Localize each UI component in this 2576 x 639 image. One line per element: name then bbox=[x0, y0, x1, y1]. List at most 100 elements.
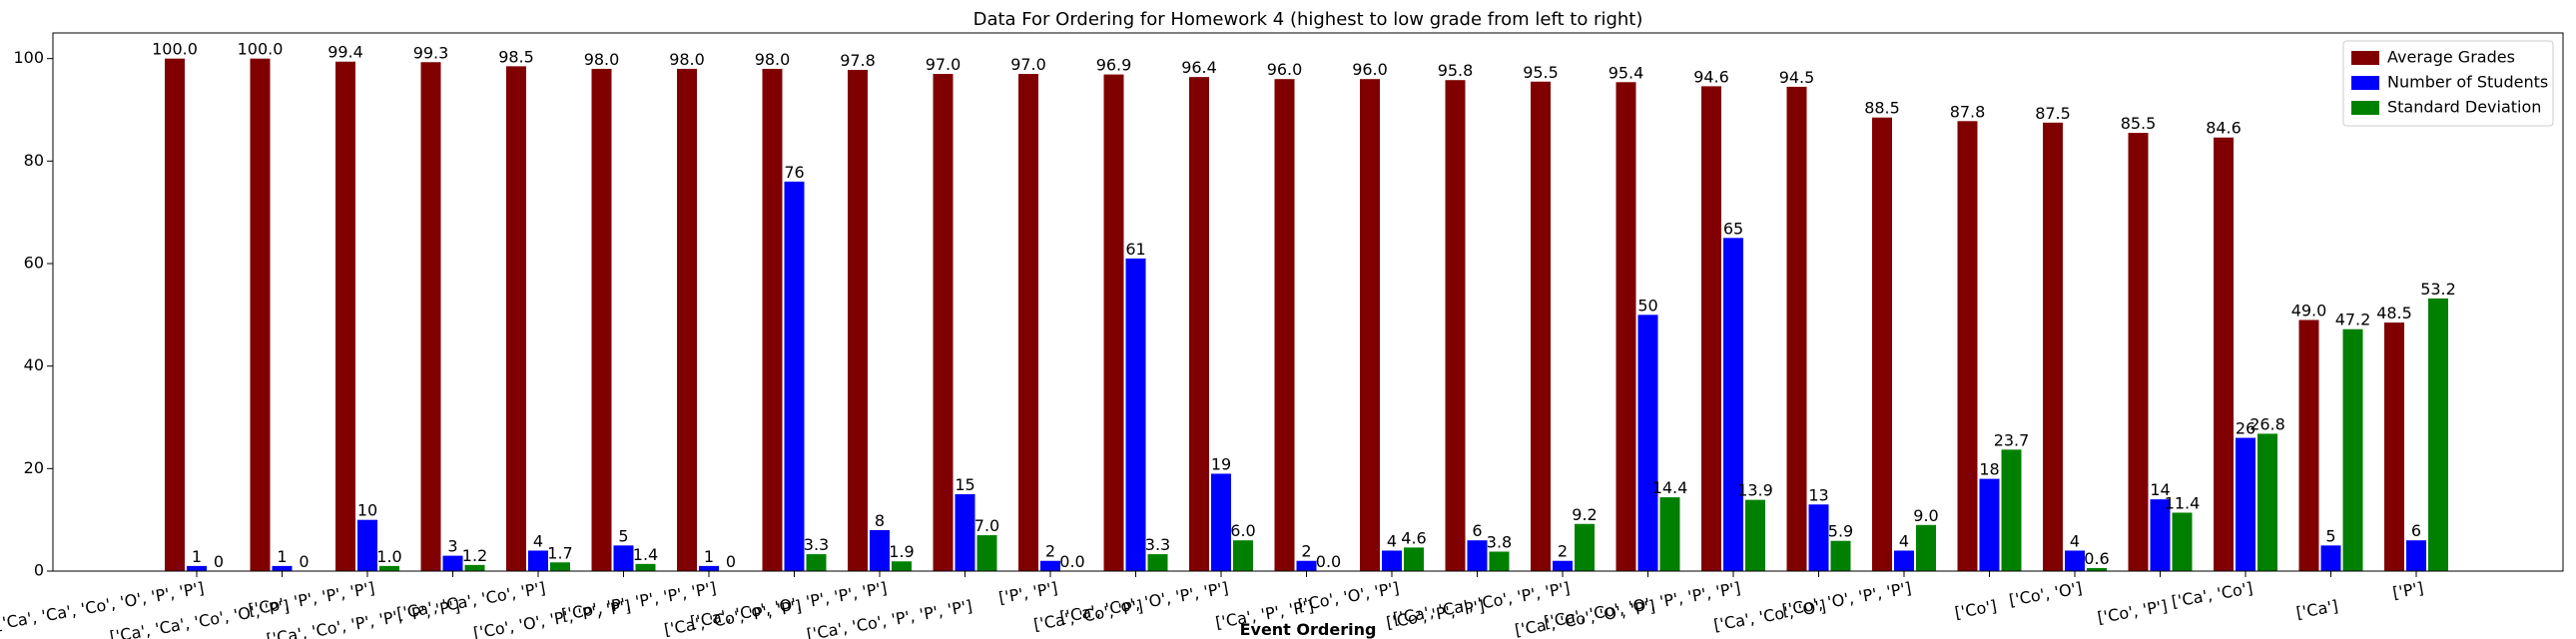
bar bbox=[848, 69, 868, 572]
value-label: 85.5 bbox=[2121, 114, 2157, 133]
bar bbox=[976, 535, 997, 571]
bar bbox=[2128, 133, 2149, 571]
bar bbox=[2298, 320, 2319, 571]
legend-swatch bbox=[2351, 76, 2379, 90]
bar bbox=[1274, 79, 1295, 571]
bar bbox=[1553, 560, 1573, 571]
bar bbox=[591, 68, 612, 571]
value-label: 3.3 bbox=[804, 535, 829, 554]
bar bbox=[1745, 499, 1765, 571]
x-tick-label: ['Ca', 'Co', 'O', 'P', 'P', 'P'] bbox=[1543, 578, 1742, 631]
bar bbox=[1701, 86, 1721, 572]
value-label: 26 bbox=[2236, 419, 2255, 438]
y-tick-label: 60 bbox=[24, 254, 44, 273]
value-label: 95.4 bbox=[1609, 63, 1644, 82]
value-label: 7.0 bbox=[974, 516, 999, 535]
bar bbox=[1916, 524, 1936, 571]
bar bbox=[187, 565, 207, 571]
bar bbox=[1467, 540, 1488, 571]
value-label: 87.5 bbox=[2035, 104, 2071, 123]
value-label: 65 bbox=[1723, 219, 1743, 238]
value-label: 3.8 bbox=[1487, 532, 1512, 551]
y-tick-label: 100 bbox=[13, 48, 44, 67]
x-tick-label: ['Co', 'P'] bbox=[2096, 596, 2169, 627]
x-tick-label: ['P'] bbox=[2391, 578, 2425, 602]
bar bbox=[1040, 560, 1060, 571]
value-label: 9.0 bbox=[1913, 506, 1938, 525]
bar bbox=[955, 494, 975, 571]
bar bbox=[1957, 121, 1978, 571]
bar bbox=[1147, 554, 1168, 571]
value-label: 95.5 bbox=[1523, 63, 1559, 82]
bar bbox=[2257, 433, 2277, 571]
value-label: 98.0 bbox=[669, 50, 705, 69]
value-label: 2 bbox=[1558, 542, 1568, 561]
bar bbox=[933, 74, 954, 572]
value-label: 97.0 bbox=[926, 55, 962, 74]
bar bbox=[677, 68, 697, 571]
bar bbox=[2172, 512, 2193, 571]
bar bbox=[1872, 117, 1892, 571]
value-label: 26.8 bbox=[2250, 414, 2285, 433]
value-label: 10 bbox=[357, 501, 377, 520]
value-label: 5 bbox=[618, 526, 628, 545]
value-label: 96.4 bbox=[1181, 58, 1217, 77]
value-label: 1 bbox=[704, 547, 714, 566]
value-label: 53.2 bbox=[2420, 280, 2456, 299]
bar bbox=[165, 58, 185, 571]
bar bbox=[528, 550, 548, 571]
value-label: 94.5 bbox=[1779, 68, 1815, 87]
legend-label: Average Grades bbox=[2387, 48, 2515, 67]
value-label: 100.0 bbox=[152, 40, 198, 59]
value-label: 84.6 bbox=[2206, 119, 2242, 138]
value-label: 1.7 bbox=[547, 543, 572, 562]
bar bbox=[2150, 499, 2171, 571]
legend-label: Standard Deviation bbox=[2387, 98, 2541, 117]
value-label: 96.0 bbox=[1352, 60, 1388, 79]
bar bbox=[870, 529, 890, 571]
bar bbox=[2087, 567, 2107, 571]
bar bbox=[1233, 540, 1253, 571]
bar bbox=[2342, 328, 2363, 571]
plot-frame bbox=[52, 32, 2564, 572]
bar bbox=[2428, 298, 2448, 571]
x-tick-label: ['Ca', 'Co', 'O', 'P', 'P'] bbox=[1058, 578, 1230, 626]
value-label: 23.7 bbox=[1994, 430, 2030, 449]
value-label: 1.9 bbox=[889, 542, 914, 561]
bar bbox=[272, 565, 293, 571]
value-label: 48.5 bbox=[2376, 304, 2412, 322]
bar bbox=[1211, 473, 1231, 571]
y-tick-label: 0 bbox=[34, 561, 44, 580]
value-label: 11.4 bbox=[2165, 493, 2201, 512]
bar bbox=[1575, 523, 1595, 571]
x-tick-label: ['Co', 'P', 'P', 'P'] bbox=[247, 578, 375, 619]
value-label: 94.6 bbox=[1693, 67, 1729, 86]
value-label: 1.4 bbox=[633, 545, 658, 564]
bar bbox=[2236, 437, 2255, 571]
value-label: 5 bbox=[2325, 526, 2335, 545]
y-tick-label: 40 bbox=[24, 355, 44, 374]
value-label: 13.9 bbox=[1737, 481, 1773, 500]
value-label: 9.2 bbox=[1572, 505, 1597, 524]
bar bbox=[1786, 86, 1807, 572]
x-tick-label: ['Ca', 'Co'] bbox=[2170, 578, 2254, 611]
bar bbox=[357, 519, 377, 571]
bar bbox=[1723, 238, 1743, 572]
bar bbox=[1360, 79, 1380, 571]
value-label: 1.2 bbox=[462, 546, 487, 565]
bar bbox=[420, 62, 441, 571]
bar bbox=[2001, 449, 2022, 571]
value-label: 0 bbox=[299, 552, 309, 571]
chart-title: Data For Ordering for Homework 4 (highes… bbox=[973, 9, 1643, 30]
value-label: 2 bbox=[1301, 542, 1311, 561]
bar bbox=[806, 554, 827, 571]
value-label: 1.0 bbox=[376, 547, 401, 566]
value-label: 15 bbox=[955, 475, 974, 494]
value-label: 5.9 bbox=[1828, 522, 1853, 541]
value-label: 0.0 bbox=[1316, 552, 1341, 571]
value-label: 100.0 bbox=[238, 40, 284, 59]
value-label: 4 bbox=[1899, 531, 1909, 550]
bar bbox=[2384, 322, 2404, 571]
legend-box bbox=[2342, 40, 2554, 127]
